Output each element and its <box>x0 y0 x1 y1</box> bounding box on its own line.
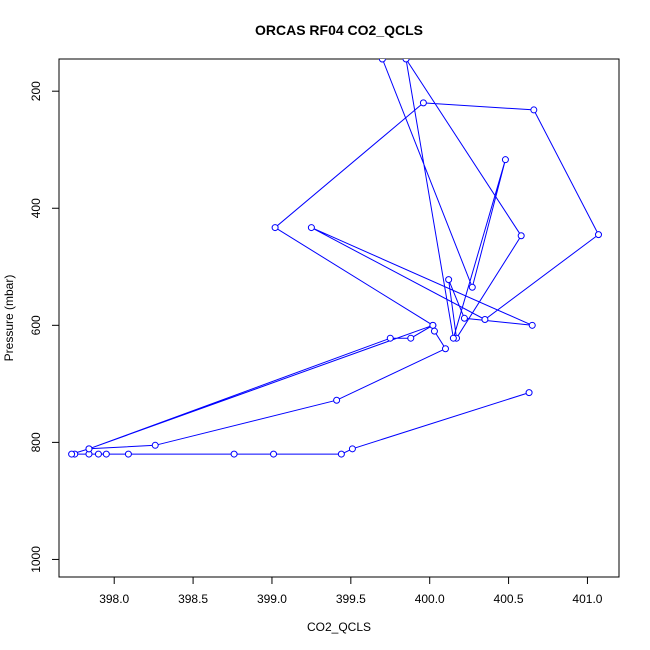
x-tick-label: 398.0 <box>99 592 129 606</box>
x-tick-label: 399.0 <box>257 592 287 606</box>
y-axis-label: Pressure (mbar) <box>2 275 16 362</box>
data-point <box>481 315 489 323</box>
data-point <box>85 445 93 453</box>
chart-title: ORCAS RF04 CO2_QCLS <box>255 22 423 38</box>
x-tick-label: 400.5 <box>494 592 524 606</box>
data-point <box>337 450 345 458</box>
data-point <box>528 321 536 329</box>
x-tick-label: 398.5 <box>178 592 208 606</box>
data-point <box>94 450 102 458</box>
data-point <box>517 232 525 240</box>
plot-content <box>68 59 602 458</box>
y-axis: 200 400 600 800 1000 <box>29 81 60 573</box>
data-point <box>271 224 279 232</box>
data-point <box>402 59 410 63</box>
x-tick-label: 399.5 <box>336 592 366 606</box>
data-point <box>594 231 602 239</box>
data-point <box>348 445 356 453</box>
data-point <box>102 450 110 458</box>
data-point <box>151 441 159 449</box>
y-tick-label: 600 <box>29 315 43 335</box>
series-group <box>68 59 602 458</box>
data-point <box>441 345 449 353</box>
y-tick-label: 400 <box>29 198 43 218</box>
data-point <box>386 334 394 342</box>
data-point <box>333 396 341 404</box>
x-axis: 398.0 398.5 399.0 399.5 400.0 400.5 401.0 <box>99 576 603 606</box>
plot-area-frame <box>58 58 620 578</box>
data-point <box>307 224 315 232</box>
data-point <box>378 59 386 63</box>
data-point <box>429 321 437 329</box>
data-point <box>460 314 468 322</box>
x-axis-label: CO2_QCLS <box>307 620 371 634</box>
data-point <box>449 334 457 342</box>
data-point <box>530 106 538 114</box>
data-point <box>124 450 132 458</box>
data-point <box>407 334 415 342</box>
series-line <box>71 59 600 455</box>
data-point <box>230 450 238 458</box>
y-tick-label: 1000 <box>29 546 43 573</box>
data-point <box>468 283 476 291</box>
y-tick-label: 800 <box>29 432 43 452</box>
data-point <box>270 450 278 458</box>
y-tick-label: 200 <box>29 81 43 101</box>
x-tick-label: 400.0 <box>415 592 445 606</box>
data-point <box>445 276 453 284</box>
data-point <box>68 450 76 458</box>
data-point <box>501 156 509 164</box>
data-point <box>430 327 438 335</box>
data-point <box>525 389 533 397</box>
x-tick-label: 401.0 <box>572 592 602 606</box>
data-point <box>419 99 427 107</box>
